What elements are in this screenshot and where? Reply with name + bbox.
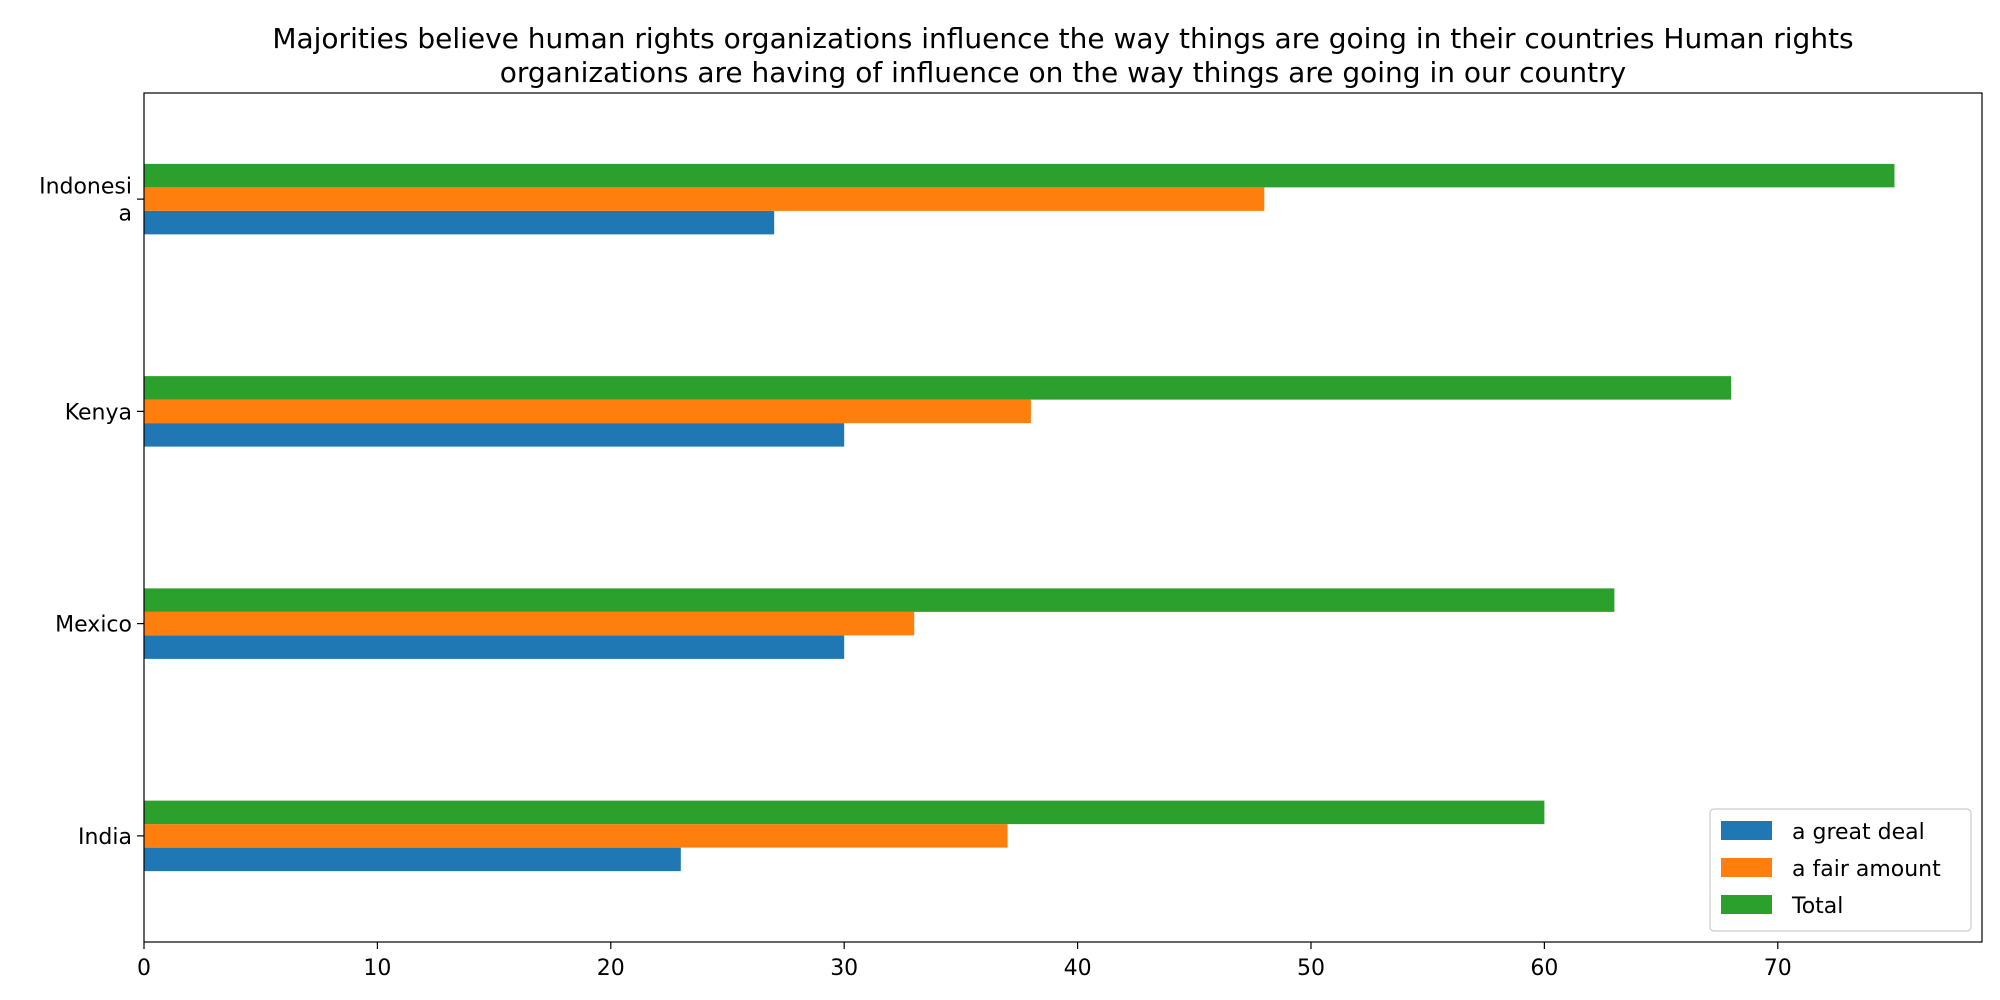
- x-tick-label-0: 0: [137, 956, 151, 981]
- bar-india-total: [144, 800, 1545, 825]
- bar-indonesia-a-great-deal: [144, 210, 775, 235]
- x-tick-label-30: 30: [830, 956, 858, 981]
- legend-label-a-fair-amount: a fair amount: [1792, 857, 1941, 882]
- plot-frame: [143, 92, 1983, 943]
- legend-swatch-a-fair-amount: [1721, 858, 1772, 877]
- axes-layer: 0 10 20 30 40 50 60 70 India Mexico Kenya Indonesi a: [39, 92, 1983, 981]
- bar-kenya-total: [144, 376, 1732, 400]
- chart-title-line-2: organizations are having of influence on…: [500, 56, 1626, 89]
- bars-layer: [144, 163, 1895, 872]
- bar-kenya-a-fair-amount: [144, 399, 1031, 424]
- bar-kenya-a-great-deal: [144, 423, 845, 447]
- bar-mexico-total: [144, 588, 1615, 612]
- legend-label-a-great-deal: a great deal: [1792, 820, 1925, 845]
- x-tick-label-20: 20: [597, 956, 625, 981]
- bar-india-a-great-deal: [144, 847, 681, 872]
- y-tick-label-indonesia: Indonesi a: [39, 175, 132, 227]
- legend-box: [1709, 808, 1972, 932]
- legend-swatch-total: [1721, 895, 1772, 914]
- bar-indonesia-a-fair-amount: [144, 187, 1265, 211]
- chart-title: Majorities believe human rights organiza…: [272, 22, 1853, 89]
- x-tick-label-60: 60: [1530, 956, 1558, 981]
- y-tick-label-kenya: Kenya: [65, 400, 132, 425]
- y-tick-label-mexico: Mexico: [55, 613, 132, 638]
- bar-india-a-fair-amount: [144, 824, 1008, 848]
- x-tick-label-50: 50: [1297, 956, 1325, 981]
- x-tick-label-70: 70: [1764, 956, 1792, 981]
- legend-swatch-a-great-deal: [1721, 821, 1772, 840]
- x-tick-label-40: 40: [1064, 956, 1092, 981]
- bar-indonesia-total: [144, 163, 1895, 188]
- legend-label-total: Total: [1791, 894, 1843, 919]
- y-tick-label-india: India: [78, 825, 132, 850]
- chart-title-line-1: Majorities believe human rights organiza…: [272, 22, 1853, 55]
- legend: a great deal a fair amount Total: [1709, 808, 1972, 932]
- x-tick-label-10: 10: [363, 956, 391, 981]
- bar-mexico-a-great-deal: [144, 635, 845, 659]
- bar-mexico-a-fair-amount: [144, 611, 915, 636]
